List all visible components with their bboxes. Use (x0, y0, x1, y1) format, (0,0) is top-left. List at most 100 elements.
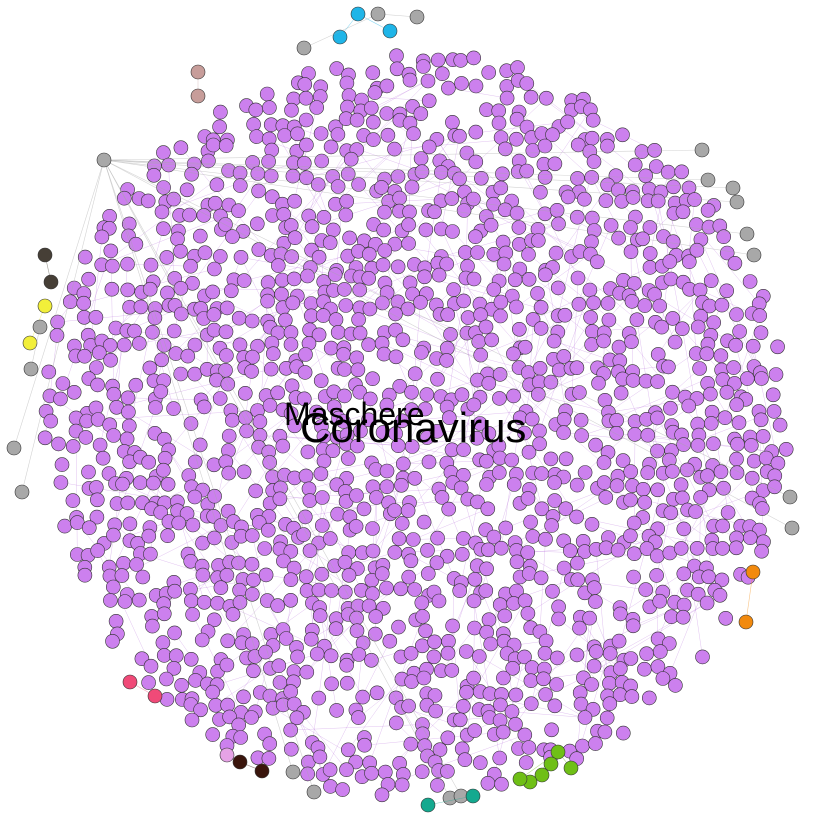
graph-node (311, 327, 327, 343)
graph-node (394, 477, 409, 493)
graph-node (665, 311, 681, 326)
graph-node (339, 675, 355, 691)
graph-node (141, 675, 156, 690)
graph-node (716, 480, 731, 496)
graph-node (335, 782, 350, 797)
graph-node (379, 397, 395, 413)
graph-node (676, 566, 692, 582)
graph-node (53, 391, 68, 407)
graph-node (340, 742, 356, 758)
graph-node (483, 217, 499, 233)
graph-node (727, 255, 743, 271)
graph-node (551, 611, 566, 627)
graph-node (433, 165, 449, 180)
graph-node (342, 230, 357, 246)
graph-node (388, 322, 403, 338)
graph-node (666, 179, 681, 195)
graph-node (662, 254, 678, 269)
graph-node (249, 129, 264, 144)
graph-node (324, 583, 339, 598)
graph-node (160, 528, 175, 544)
graph-node (299, 664, 315, 680)
graph-node (402, 72, 418, 88)
peripheral-node (382, 23, 398, 39)
graph-node (302, 543, 318, 559)
graph-node (187, 489, 203, 505)
graph-node (537, 138, 553, 154)
graph-node (129, 557, 144, 572)
graph-node (185, 607, 200, 622)
graph-node (511, 220, 527, 235)
graph-node (584, 170, 600, 185)
graph-node (640, 465, 656, 481)
graph-node (146, 475, 161, 491)
large-labels: Maschere Coronavirus (284, 396, 526, 451)
graph-node (283, 592, 299, 608)
graph-node (201, 153, 216, 169)
graph-node (330, 324, 346, 340)
graph-node (313, 466, 329, 482)
graph-node (316, 453, 332, 469)
graph-node (588, 644, 604, 659)
graph-node (231, 310, 247, 326)
graph-node (768, 367, 784, 382)
graph-node (193, 228, 208, 244)
graph-node (207, 488, 222, 504)
graph-node (225, 607, 241, 622)
graph-node (89, 360, 104, 375)
graph-node (468, 124, 484, 140)
graph-node (236, 689, 251, 705)
graph-node (430, 371, 445, 387)
graph-node (533, 321, 549, 336)
graph-node (427, 634, 442, 650)
graph-node (379, 463, 395, 479)
graph-node (591, 375, 606, 391)
graph-node (596, 455, 612, 470)
graph-node (403, 736, 419, 752)
graph-node (197, 594, 212, 610)
graph-node (517, 649, 532, 665)
graph-node (675, 609, 691, 625)
graph-node (401, 698, 416, 714)
peripheral-node (37, 298, 53, 314)
graph-node (221, 465, 236, 481)
graph-node (290, 126, 305, 142)
graph-node (260, 293, 275, 309)
graph-node (754, 371, 769, 386)
graph-node (456, 203, 472, 218)
graph-node (339, 75, 355, 91)
graph-node (377, 204, 392, 220)
graph-node (472, 755, 488, 771)
graph-node (154, 204, 170, 220)
graph-node (262, 688, 278, 704)
graph-node (299, 137, 314, 153)
graph-node (389, 48, 404, 64)
graph-node (90, 543, 105, 558)
graph-node (81, 464, 96, 480)
graph-node (195, 567, 211, 583)
graph-node (53, 475, 69, 490)
graph-node (615, 127, 630, 143)
graph-node (538, 633, 554, 649)
graph-node (481, 426, 497, 441)
graph-node (283, 722, 299, 738)
graph-node (246, 117, 261, 132)
graph-node (133, 299, 149, 315)
graph-node (394, 777, 410, 793)
graph-node (417, 269, 432, 285)
graph-node (55, 376, 71, 391)
graph-node (642, 220, 658, 235)
graph-node (232, 582, 247, 598)
graph-node (598, 540, 614, 556)
graph-node (375, 257, 391, 273)
graph-node (706, 315, 722, 330)
graph-node (543, 374, 559, 390)
graph-node (770, 339, 785, 355)
graph-node (212, 391, 228, 406)
graph-node (49, 328, 65, 343)
graph-node (121, 404, 136, 420)
graph-node (363, 100, 379, 116)
graph-node (466, 50, 482, 66)
graph-node (418, 222, 434, 238)
graph-node (478, 583, 494, 599)
